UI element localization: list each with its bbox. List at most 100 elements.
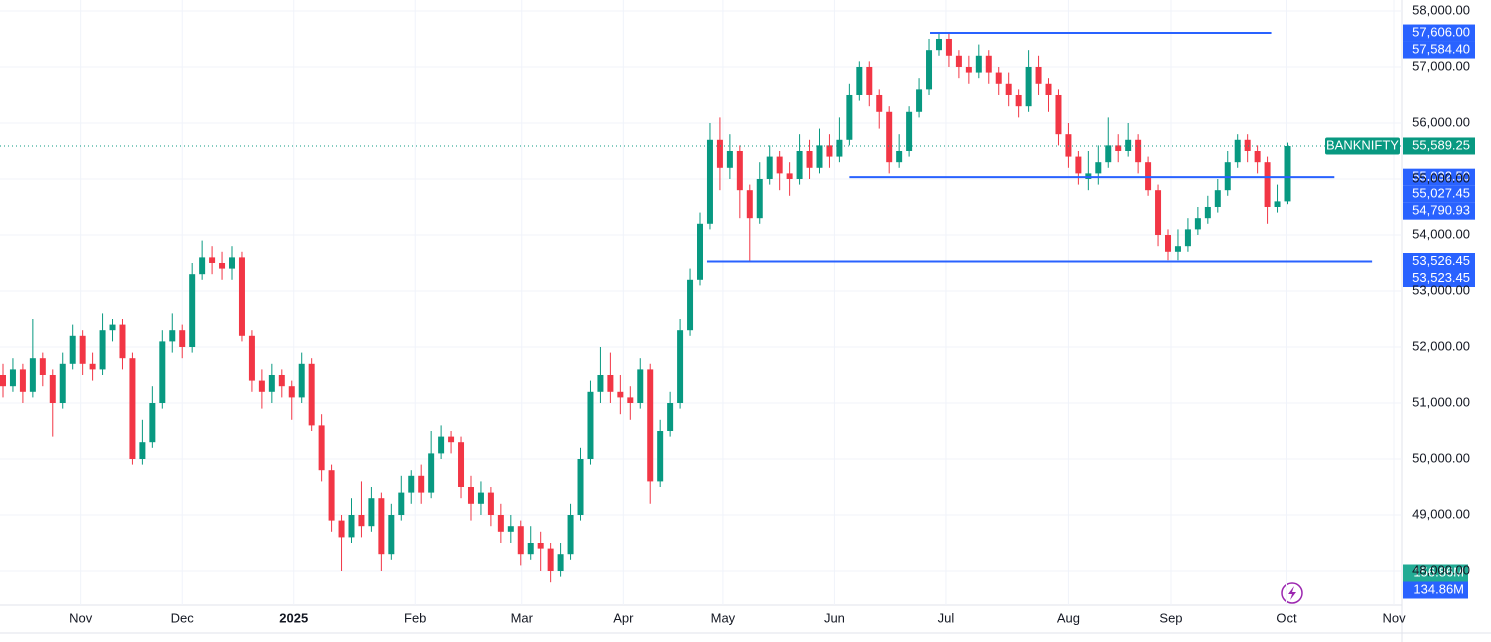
y-tick-label: 52,000.00 [1412,338,1470,353]
candle-body [109,324,116,331]
candle-body [278,374,285,387]
price-tag-label: 57,606.00 [1412,24,1470,39]
price-tag-label: 53,526.45 [1412,253,1470,268]
candle-body [1075,156,1082,174]
candle-body [896,150,903,163]
price-tag-label: 55,589.25 [1412,137,1470,152]
candle-body [99,330,106,370]
x-tick-label: May [711,610,736,625]
price-tag [1403,202,1475,220]
candle-body [338,520,345,538]
price-tag [1403,41,1475,59]
candle-body [547,548,554,572]
candle-body [975,55,982,73]
y-tick-label: 49,000.00 [1412,506,1470,521]
y-tick-label: 57,000.00 [1412,58,1470,73]
candle-body [1155,190,1162,235]
candle-body [697,223,704,280]
candle-body [438,436,445,454]
candle-body [1105,145,1112,163]
candle-body [1005,83,1012,95]
candle-body [587,391,594,460]
candle-body [567,515,574,555]
x-tick-label: 2025 [279,610,308,625]
candle-body [1065,134,1072,157]
candle-body [368,498,375,527]
candle-body [557,554,564,572]
candle-body [9,369,16,387]
candle-body [1264,162,1271,207]
x-tick-label: Jul [938,610,955,625]
x-tick-label: Oct [1276,610,1297,625]
candle-body [995,72,1002,84]
volume-tag [1403,581,1468,599]
candle-body [736,150,743,191]
candle-body [935,38,942,51]
candle-body [786,173,793,179]
replay-icon[interactable] [1281,582,1303,604]
candle-body [756,178,763,219]
candle-body [1274,201,1281,207]
candle-body [926,50,933,90]
candle-body [866,66,873,95]
candle-body [776,156,783,174]
candle-body [358,515,365,527]
candle-body [886,111,893,163]
candle-body [517,526,524,555]
candle-body [298,363,305,398]
candle-body [29,358,36,392]
icon-ring[interactable] [1281,582,1303,604]
candle-body [836,139,843,157]
y-tick-label: 51,000.00 [1412,394,1470,409]
candle-body [766,156,773,179]
candle-body [1035,66,1042,84]
volume-tag-label: 156.86M [1413,564,1464,579]
candle-body [677,330,684,403]
candle-body [229,257,236,269]
candle-body [159,341,166,403]
candle-body [637,369,644,403]
candle-body [1204,206,1211,219]
candle-body [497,515,504,532]
candle-body [647,369,654,482]
candle-body [318,425,325,471]
candle-body [806,150,813,168]
candle-body [129,358,136,460]
candle-body [945,38,952,56]
candle-body [1254,150,1261,163]
candle-body [1174,246,1181,252]
candle-body [846,94,853,140]
y-tick-label: 50,000.00 [1412,450,1470,465]
candle-body [49,374,56,403]
candle-body [617,391,624,398]
price-tag [1403,253,1475,271]
candle-body [328,470,335,521]
candle-body [1214,190,1221,207]
candle-body [1125,139,1132,151]
candle-body [627,397,634,403]
candle-body [79,335,86,364]
candle-body [985,55,992,73]
candle-body [487,492,494,516]
y-tick-label: 55,000.00 [1412,170,1470,185]
candle-body [657,430,664,482]
price-tag-label: 57,584.40 [1412,41,1470,56]
candle-body [378,498,385,555]
candle-body [119,324,126,359]
symbol-tag [1325,137,1400,155]
candle-body [955,55,962,67]
candle-body [428,453,435,493]
candle-body [219,262,226,269]
price-tag [1403,168,1475,186]
y-tick-label: 56,000.00 [1412,114,1470,129]
x-tick-label: Nov [69,610,93,625]
candle-body [69,335,76,364]
candle-body [149,402,156,443]
candle-body [1055,94,1062,135]
icon-bolt[interactable] [1288,586,1296,600]
candle-body [89,363,96,370]
candle-body [189,274,196,347]
candle-body [1284,145,1291,202]
candle-body [199,257,206,275]
